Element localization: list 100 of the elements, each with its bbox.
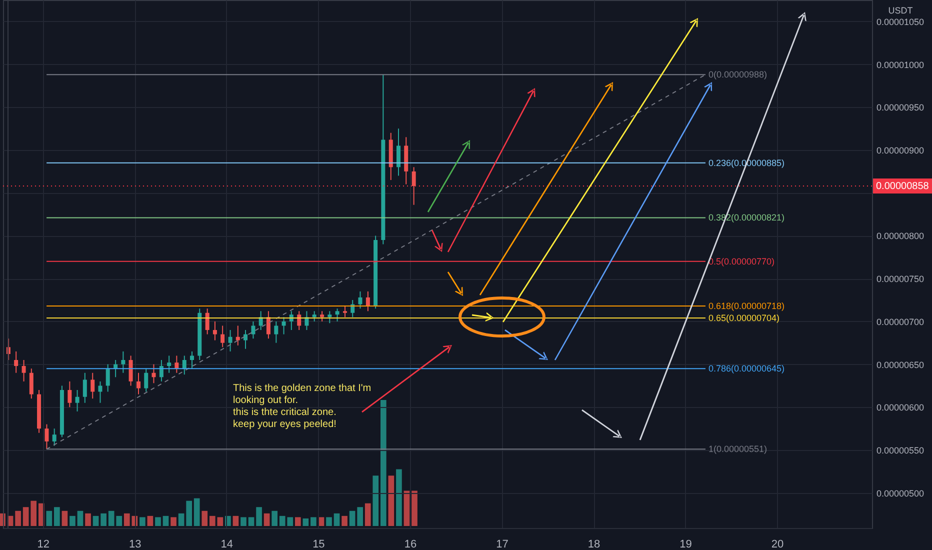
candlestick xyxy=(297,310,302,330)
bar xyxy=(62,510,68,526)
x-tick-label: 15 xyxy=(312,538,325,550)
candlestick xyxy=(212,320,217,341)
candlestick xyxy=(152,364,156,384)
y-tick-label: 0.00000900 xyxy=(876,146,924,156)
x-tick-label: 12 xyxy=(37,538,50,550)
bar xyxy=(388,476,394,526)
bar xyxy=(357,507,363,526)
candlestick xyxy=(68,380,72,408)
y-tick-label: 0.00000800 xyxy=(876,231,924,242)
candlestick xyxy=(358,290,362,310)
candlestick xyxy=(335,308,340,322)
candlestick xyxy=(144,368,148,392)
candlestick xyxy=(182,355,186,376)
y-tick-label: 0.00000500 xyxy=(876,488,924,498)
candlestick xyxy=(228,330,232,352)
candlestick xyxy=(167,355,172,374)
bar xyxy=(202,510,208,526)
x-tick-label: 14 xyxy=(220,538,234,550)
candlestick xyxy=(342,306,347,318)
y-tick-label: 0.00000700 xyxy=(876,316,924,327)
candlestick xyxy=(190,350,194,370)
bar xyxy=(302,518,309,526)
bar xyxy=(194,498,200,526)
bar xyxy=(46,510,52,526)
candlestick xyxy=(174,355,179,374)
candlestick xyxy=(121,350,126,374)
candlestick xyxy=(22,360,26,382)
bar xyxy=(326,517,332,526)
bar xyxy=(256,507,262,526)
ref-line-label: 1(0.00000551) xyxy=(708,444,768,454)
bar xyxy=(209,516,216,526)
candlestick xyxy=(266,310,270,340)
candlestick xyxy=(396,128,400,176)
y-tick-label: 0.00001050 xyxy=(876,16,924,27)
candlestick xyxy=(106,364,110,392)
bar xyxy=(272,510,278,526)
candlestick xyxy=(98,380,102,404)
bar xyxy=(170,517,176,526)
candlestick xyxy=(236,325,240,346)
bar xyxy=(30,500,37,526)
candlestick xyxy=(52,428,56,446)
candlestick xyxy=(274,320,278,344)
candlestick xyxy=(14,350,18,374)
candlestick xyxy=(205,308,210,335)
bar xyxy=(217,517,224,526)
bar xyxy=(77,510,84,526)
candlestick xyxy=(220,325,225,348)
bar xyxy=(140,517,146,526)
bar xyxy=(54,507,60,526)
candlestick xyxy=(312,310,316,322)
annotation: This is the golden zone that I'm looking out for. this is thte critical zone. keep your eyes peeled! xyxy=(233,383,372,430)
ref-line-label: 0.618(0.00000718) xyxy=(708,301,785,311)
bar xyxy=(396,469,402,526)
bar xyxy=(92,516,99,526)
ref-line-label: 0(0.00000988) xyxy=(708,70,768,80)
candlestick xyxy=(244,330,248,350)
x-tick-label: 20 xyxy=(771,538,784,550)
bar xyxy=(232,516,239,526)
candlestick xyxy=(159,360,164,382)
candlestick xyxy=(29,368,34,400)
bar xyxy=(147,516,154,526)
bar xyxy=(248,517,254,526)
x-tick-label: 16 xyxy=(404,538,417,550)
bar xyxy=(334,513,340,526)
bar xyxy=(372,476,379,526)
bar xyxy=(294,517,301,526)
candlestick xyxy=(328,310,332,324)
bar xyxy=(349,510,356,526)
bar xyxy=(100,513,106,526)
bar xyxy=(264,513,270,526)
x-tick-label: 18 xyxy=(588,538,600,550)
candlestick xyxy=(136,372,140,395)
ref-line-label: 0.5(0.00000770) xyxy=(708,256,775,266)
x-tick-label: 17 xyxy=(496,538,508,550)
bar xyxy=(364,503,371,526)
ref-line-label: 0.00000858 xyxy=(876,181,930,192)
ref-line-label: 0.786(0.00000645) xyxy=(708,364,785,374)
candlestick xyxy=(282,316,286,335)
bar xyxy=(186,500,192,526)
bar xyxy=(162,516,169,526)
bar xyxy=(342,516,348,526)
candlestick xyxy=(412,166,416,206)
y-axis-title: USDT xyxy=(888,6,914,16)
candlestick xyxy=(251,320,256,340)
candlestick xyxy=(44,424,49,450)
x-tick-label: 13 xyxy=(129,538,142,550)
bar xyxy=(155,517,161,526)
bar xyxy=(380,400,386,526)
y-tick-label: 0.00000650 xyxy=(876,360,924,370)
ref-line-label: 0.65(0.00000704) xyxy=(708,313,780,323)
y-tick-label: 0.00000600 xyxy=(876,402,924,413)
candlestick xyxy=(320,310,324,322)
candlestick xyxy=(366,290,370,312)
bar xyxy=(85,513,91,526)
bar xyxy=(22,507,29,526)
candlestick xyxy=(75,390,80,412)
bar xyxy=(404,490,410,526)
y-tick-label: 0.00001000 xyxy=(876,60,924,70)
